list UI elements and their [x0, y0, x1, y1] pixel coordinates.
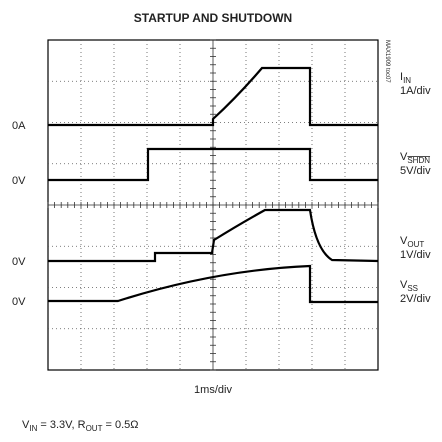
note-text: = 3.3V, R: [37, 419, 85, 431]
traces: [48, 66, 379, 304]
channel-name: VOUT: [400, 235, 424, 249]
channel-scale: 5V/div: [400, 165, 431, 177]
grid: [47, 39, 379, 371]
channel-symbol: V: [400, 279, 408, 291]
figure-code: MAX1909 toc07: [384, 40, 390, 83]
channel-scale: 1A/div: [400, 85, 431, 97]
channel-subscript: IN: [403, 76, 411, 85]
channel-subscript: SS: [407, 284, 418, 293]
channel-symbol: V: [400, 151, 408, 163]
channel-scale: 2V/div: [400, 293, 431, 305]
trace-shdn: [48, 147, 378, 182]
channel-scale: 1V/div: [400, 249, 431, 261]
zero-label: 0V: [12, 256, 26, 268]
channel-name: VSHDN: [400, 151, 430, 165]
note-subscript: IN: [29, 424, 37, 433]
channel-subscript: OUT: [407, 240, 424, 249]
trace-vout: [48, 208, 379, 263]
channel-name: VSS: [400, 279, 418, 293]
channel-symbol: V: [400, 235, 408, 247]
trace-iin: [48, 66, 378, 127]
figure-title: STARTUP AND SHUTDOWN: [134, 11, 292, 25]
channel-name: IIN: [400, 71, 411, 85]
zero-label: 0V: [12, 175, 26, 187]
conditions-note: VIN = 3.3V, ROUT = 0.5Ω: [22, 419, 139, 433]
note-subscript: OUT: [86, 424, 103, 433]
zero-label: 0A: [12, 120, 26, 132]
channel-labels: 0AIIN1A/div0VVSHDN5V/div0VVOUT1V/div0VVS…: [12, 71, 431, 308]
zero-label: 0V: [12, 296, 26, 308]
channel-subscript: SHDN: [407, 156, 430, 165]
timebase: 1ms/div: [194, 384, 232, 396]
note-text: V: [22, 419, 30, 431]
trace-vss: [48, 264, 378, 304]
channel-symbol: I: [400, 71, 403, 83]
note-text: = 0.5Ω: [102, 419, 138, 431]
